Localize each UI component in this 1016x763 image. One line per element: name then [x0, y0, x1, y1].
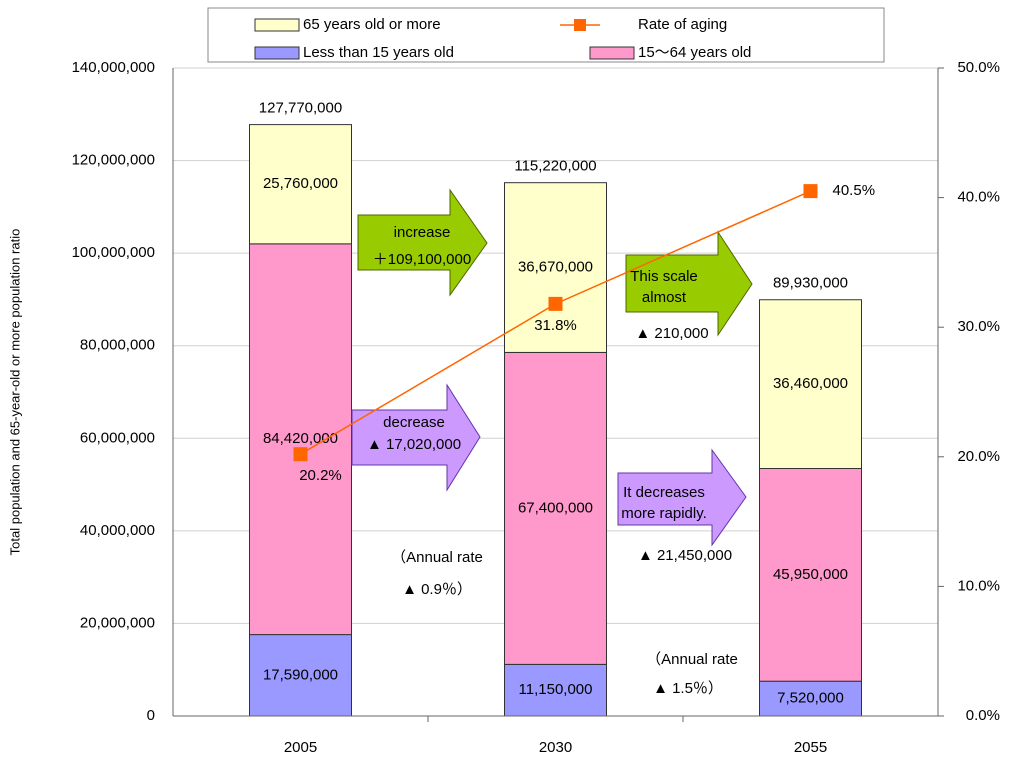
total-label: 89,930,000 [773, 275, 848, 292]
x-tick-label: 2005 [284, 739, 317, 756]
legend-swatch [254, 46, 300, 60]
legend-label: Less than 15 years old [303, 44, 454, 61]
annotation: almost [642, 289, 687, 306]
bar-segment [249, 243, 352, 636]
data-label: 67,400,000 [518, 499, 593, 516]
y2-tick-label: 50.0% [957, 59, 1000, 76]
data-label: 25,760,000 [263, 175, 338, 192]
x-tick-label: 2030 [539, 739, 572, 756]
x-tick-label: 2055 [794, 739, 827, 756]
y-tick-label: 80,000,000 [80, 337, 155, 354]
annotation: decrease [383, 414, 445, 431]
annotation: ▲ 17,020,000 [367, 436, 461, 453]
data-label: 36,460,000 [773, 375, 848, 392]
total-label: 115,220,000 [514, 158, 596, 175]
arrow [617, 448, 747, 547]
data-label: 40.5% [833, 182, 876, 199]
arrow [357, 188, 488, 297]
data-label: 17,590,000 [263, 666, 338, 683]
y-tick-label: 0 [147, 707, 155, 724]
arrow [351, 383, 481, 492]
legend-label: 65 years old or more [303, 16, 441, 33]
line-marker [293, 447, 308, 462]
bar-segment [759, 468, 862, 682]
y2-tick-label: 10.0% [957, 577, 1000, 594]
bar-segment [249, 124, 352, 245]
legend-swatch [254, 18, 300, 32]
annotation: increase [394, 224, 451, 241]
annotation: ▲ 0.9％） [402, 581, 472, 598]
y2-tick-label: 20.0% [957, 448, 1000, 465]
annotation: ▲ 1.5％） [653, 680, 723, 697]
bar-segment [504, 351, 607, 665]
legend-swatch [589, 46, 635, 60]
annotation: （Annual rate [391, 549, 483, 566]
data-label: 31.8% [534, 317, 577, 334]
bar-segment [504, 663, 607, 717]
annotation: ＋109,100,000 [373, 251, 471, 268]
annotation: more rapidly. [621, 505, 707, 522]
data-label: 45,950,000 [773, 566, 848, 583]
annotation: ▲ 21,450,000 [638, 547, 732, 564]
y-tick-label: 40,000,000 [80, 522, 155, 539]
data-label: 20.2% [299, 467, 342, 484]
legend-swatch [574, 19, 586, 31]
line-marker [548, 296, 563, 311]
y-tick-label: 20,000,000 [80, 614, 155, 631]
legend-box [207, 7, 885, 63]
legend-label: Rate of aging [638, 16, 727, 33]
annotation: （Annual rate [646, 651, 738, 668]
data-label: 7,520,000 [777, 690, 844, 707]
data-label: 11,150,000 [519, 681, 593, 698]
y-tick-label: 140,000,000 [72, 59, 155, 76]
total-label: 127,770,000 [259, 100, 342, 117]
y-axis-title: Total population and 65-year-old or more… [7, 229, 22, 556]
annotation: This scale [630, 268, 698, 285]
bar-segment [759, 680, 862, 717]
bar-segment [249, 634, 352, 717]
annotation: It decreases [623, 484, 705, 501]
y2-tick-label: 40.0% [957, 189, 1000, 206]
y2-tick-label: 0.0% [966, 707, 1000, 724]
line-marker [803, 184, 818, 199]
data-label: 36,670,000 [518, 259, 593, 276]
annotation: ▲ 210,000 [635, 325, 708, 342]
arrow [625, 230, 753, 337]
legend-label: 15～64 years old [638, 44, 751, 61]
y-tick-label: 120,000,000 [72, 152, 155, 169]
y-tick-label: 60,000,000 [80, 429, 155, 446]
bar-segment [759, 299, 862, 470]
y-tick-label: 100,000,000 [72, 244, 155, 261]
y2-tick-label: 30.0% [957, 318, 1000, 335]
